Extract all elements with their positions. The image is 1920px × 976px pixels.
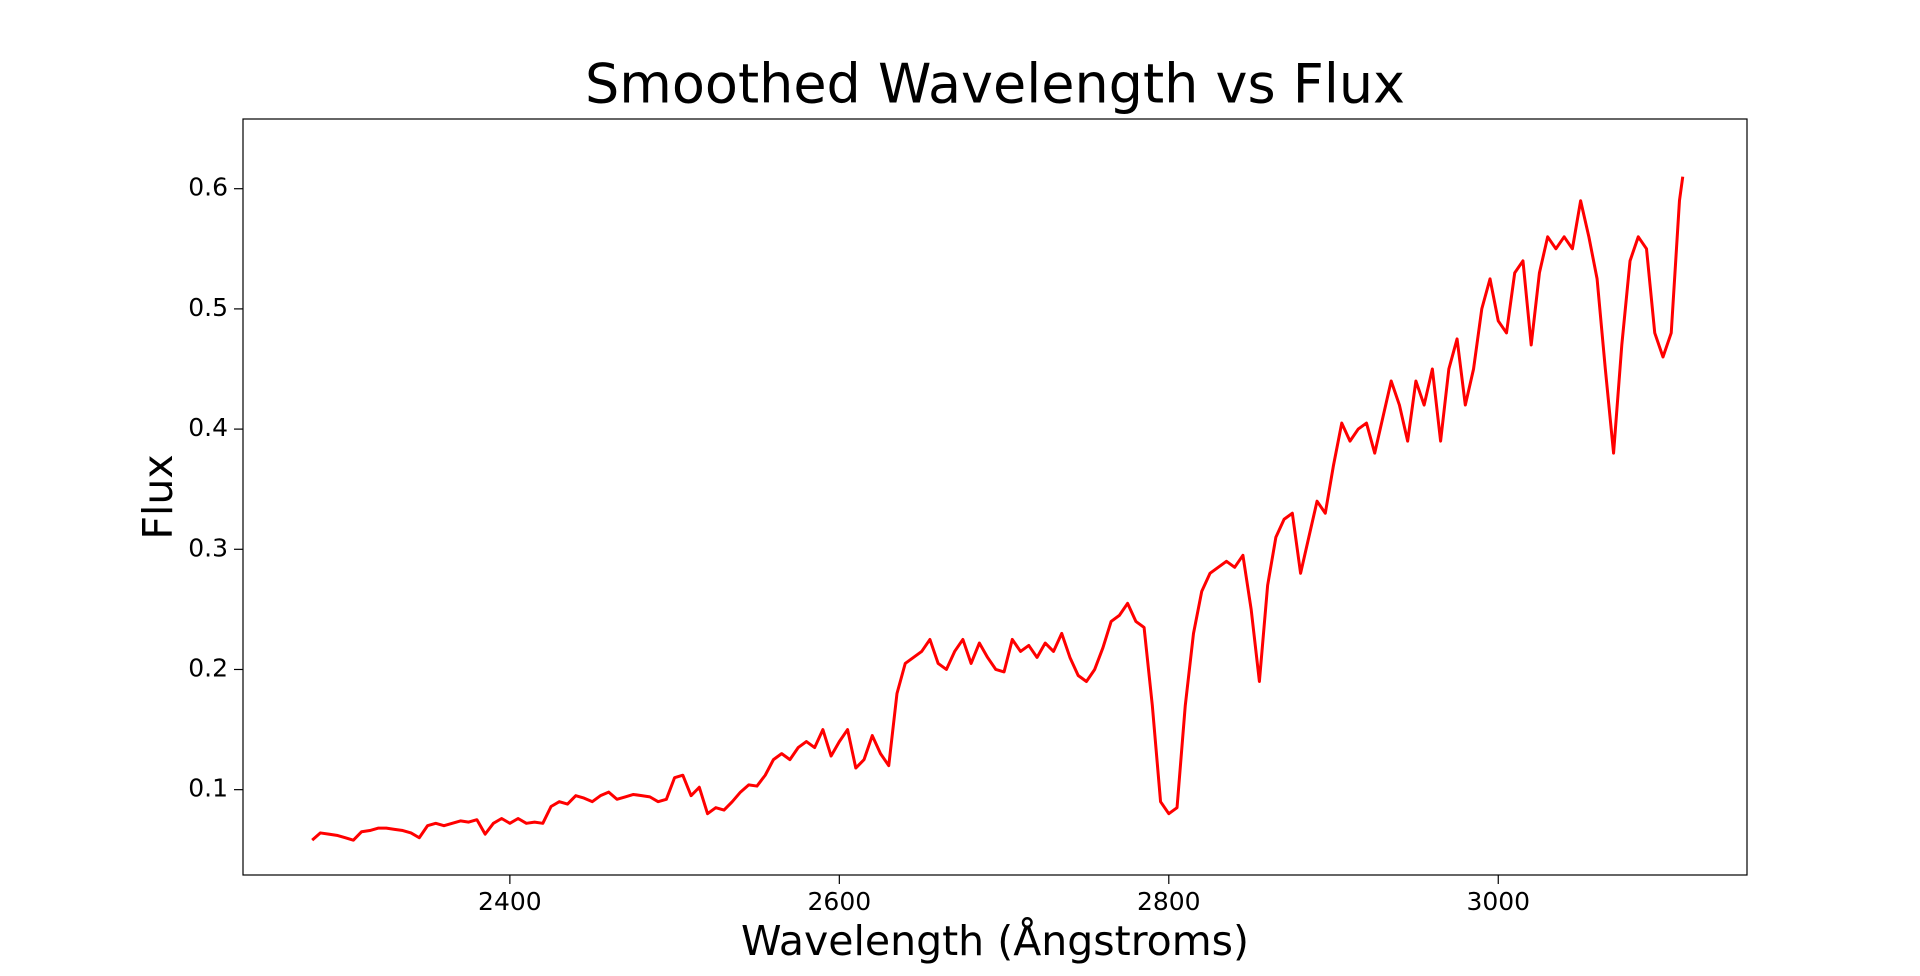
x-tick-label: 3000 [1466,887,1530,916]
plot-frame [242,118,1748,876]
y-tick-label: 0.4 [188,413,228,442]
y-tick-label: 0.3 [188,533,228,562]
y-tick-label: 0.2 [188,653,228,682]
y-tick-label: 0.6 [188,173,228,202]
x-axis-label: Wavelength (Ångstroms) [741,917,1249,965]
y-tick-label: 0.5 [188,293,228,322]
x-tick-label: 2600 [808,887,872,916]
data-line [311,176,1685,842]
y-axis-label: Flux [134,454,182,539]
y-tick-label: 0.1 [188,774,228,803]
x-tick-label: 2400 [478,887,542,916]
x-tick-label: 2800 [1137,887,1201,916]
chart-title: Smoothed Wavelength vs Flux [585,53,1405,116]
